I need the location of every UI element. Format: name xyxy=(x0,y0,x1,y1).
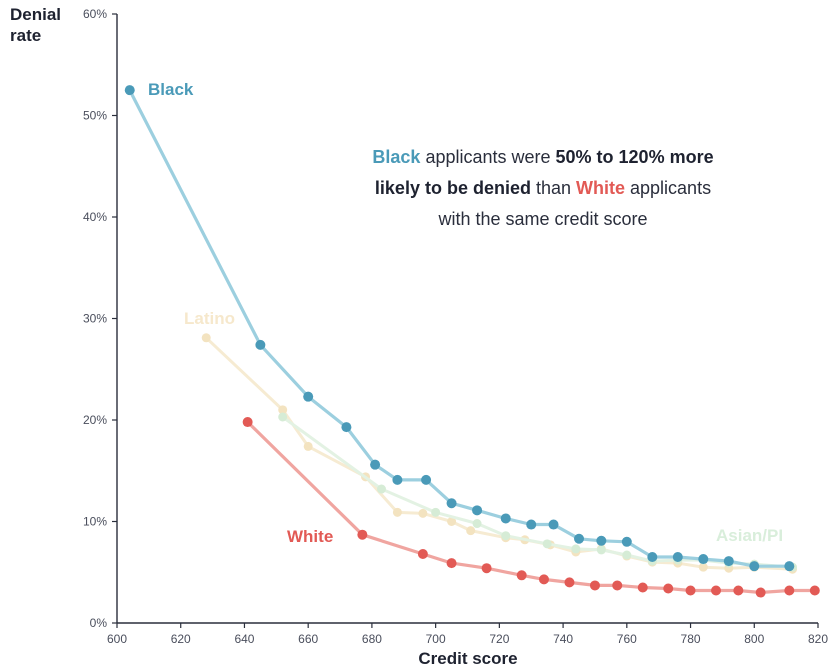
point-white xyxy=(516,570,527,581)
point-white xyxy=(564,577,575,588)
x-tick-label: 720 xyxy=(489,632,509,646)
point-white xyxy=(809,585,820,596)
label-black: Black xyxy=(148,80,194,99)
x-tick-label: 620 xyxy=(171,632,191,646)
x-tick-label: 760 xyxy=(617,632,637,646)
point-black xyxy=(647,552,658,563)
point-black xyxy=(723,556,734,567)
point-black xyxy=(526,519,537,530)
x-tick-label: 740 xyxy=(553,632,573,646)
x-tick-label: 800 xyxy=(744,632,764,646)
point-white xyxy=(784,585,795,596)
label-asian-pi: Asian/PI xyxy=(716,526,783,545)
point-white xyxy=(242,417,253,428)
point-white xyxy=(711,585,722,596)
point-asian-pi xyxy=(376,484,386,494)
point-white xyxy=(538,574,549,585)
point-asian-pi xyxy=(596,545,606,555)
point-latino xyxy=(447,517,457,526)
point-white xyxy=(446,558,457,569)
point-latino xyxy=(392,507,402,517)
point-asian-pi xyxy=(501,531,511,541)
x-tick-label: 680 xyxy=(362,632,382,646)
x-tick-label: 600 xyxy=(107,632,127,646)
point-white xyxy=(685,585,696,596)
point-white xyxy=(637,582,648,593)
point-latino xyxy=(466,526,476,536)
point-latino xyxy=(201,333,211,343)
point-white xyxy=(612,580,623,591)
annotation-text-2: than xyxy=(530,178,577,198)
point-black xyxy=(574,533,585,544)
y-tick-label: 40% xyxy=(83,210,107,224)
y-tick-label: 10% xyxy=(83,515,107,529)
point-black xyxy=(749,561,760,572)
point-white xyxy=(357,529,368,540)
annotation-text-1: applicants were xyxy=(420,147,556,167)
point-latino xyxy=(278,405,288,415)
annotation-white: White xyxy=(576,178,626,198)
point-white xyxy=(733,585,744,596)
y-axis-title: Denial rate xyxy=(10,5,62,45)
axes: 0% 10% 20% 30% 40% 50% 60% 600 620 640 660 680 700 72… xyxy=(83,7,828,646)
series-lines xyxy=(124,85,820,598)
series-labels: Black White Latino Asian/PI xyxy=(148,80,783,546)
x-tick-label: 700 xyxy=(426,632,446,646)
annotation-emphasis: 50% to 120% more likely to be denied xyxy=(374,147,714,198)
x-axis-title: Credit score xyxy=(418,649,518,668)
label-white: White xyxy=(287,527,333,546)
point-asian-pi xyxy=(278,412,288,422)
point-black xyxy=(255,339,266,350)
x-tick-label: 640 xyxy=(234,632,254,646)
point-white xyxy=(417,548,428,559)
point-black xyxy=(303,391,314,402)
point-asian-pi xyxy=(472,519,482,529)
point-white xyxy=(481,563,492,574)
point-white xyxy=(755,587,766,598)
x-tick-label: 780 xyxy=(681,632,701,646)
point-black xyxy=(698,554,709,565)
point-black xyxy=(370,459,381,470)
point-black xyxy=(596,535,607,546)
point-asian-pi xyxy=(431,507,441,517)
y-tick-label: 30% xyxy=(83,312,107,326)
point-latino xyxy=(418,508,428,518)
point-black xyxy=(672,552,683,563)
point-white xyxy=(663,583,674,594)
y-tick-label: 50% xyxy=(83,109,107,123)
point-black xyxy=(421,474,432,485)
point-latino xyxy=(303,441,313,451)
point-asian-pi xyxy=(622,550,632,560)
point-black xyxy=(472,505,483,516)
point-black xyxy=(621,536,632,547)
point-black xyxy=(341,422,352,433)
point-black xyxy=(446,498,457,509)
point-black xyxy=(500,513,511,524)
y-tick-label: 20% xyxy=(83,413,107,427)
chart-annotation: Black applicants were 50% to 120% more l… xyxy=(370,142,716,235)
point-asian-pi xyxy=(542,539,552,549)
annotation-text-3: applicants with the same credit score xyxy=(438,178,712,229)
y-tick-label: 60% xyxy=(83,7,107,21)
label-latino: Latino xyxy=(184,309,235,328)
point-black xyxy=(124,85,135,96)
y-tick-label: 0% xyxy=(90,616,108,630)
point-latino xyxy=(698,562,708,572)
point-black xyxy=(548,519,559,530)
x-tick-label: 660 xyxy=(298,632,318,646)
annotation-black: Black xyxy=(372,147,421,167)
point-white xyxy=(589,580,600,591)
point-black xyxy=(392,474,403,485)
x-tick-label: 820 xyxy=(808,632,828,646)
point-asian-pi xyxy=(571,544,581,554)
point-black xyxy=(784,561,795,572)
